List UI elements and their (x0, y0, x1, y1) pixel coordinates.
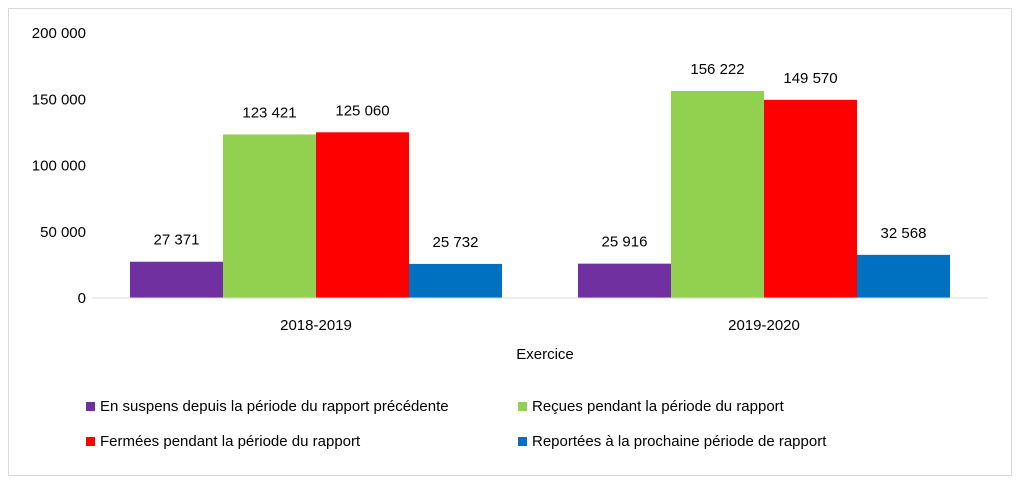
data-label: 125 060 (335, 102, 389, 119)
bar (671, 91, 764, 298)
data-label: 25 916 (602, 234, 648, 251)
data-label: 123 421 (242, 104, 296, 121)
data-label: 25 732 (433, 234, 479, 251)
y-tick-label: 0 (78, 290, 86, 307)
x-axis-title: Exercice (516, 346, 574, 363)
bar (316, 132, 409, 298)
bar (130, 261, 223, 298)
x-category-label: 2018-2019 (280, 317, 352, 334)
data-label: 27 371 (154, 232, 200, 249)
y-tick-label: 100 000 (32, 158, 86, 175)
bar (764, 99, 857, 298)
x-axis-categories: 2018-2019 2019-2020 (280, 317, 800, 334)
y-tick-label: 50 000 (40, 224, 86, 241)
y-axis-ticks: 0 50 000 100 000 150 000 200 000 (32, 25, 86, 307)
y-tick-label: 200 000 (32, 25, 86, 42)
x-category-label: 2019-2020 (728, 317, 800, 334)
bar (409, 263, 502, 298)
data-label: 156 222 (690, 61, 744, 78)
data-label: 32 568 (881, 225, 927, 242)
data-labels: 27 371 123 421 125 060 25 732 25 916 156 222 1… (154, 61, 927, 251)
data-label: 149 570 (783, 70, 837, 87)
bars (130, 91, 950, 298)
bar (223, 134, 316, 298)
bar (857, 254, 950, 298)
bar (578, 263, 671, 298)
y-tick-label: 150 000 (32, 91, 86, 108)
